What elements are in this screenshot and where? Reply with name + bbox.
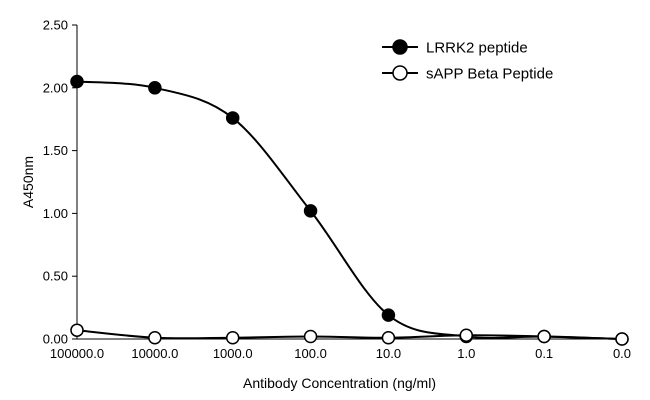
data-point	[70, 323, 84, 337]
y-tick-label: 0.00	[43, 332, 68, 347]
data-point	[303, 204, 318, 218]
legend-item: sAPP Beta Peptide	[382, 65, 553, 83]
legend-label: LRRK2 peptide	[426, 40, 528, 57]
data-point	[148, 81, 162, 95]
legend-marker	[392, 65, 408, 81]
data-point	[381, 308, 396, 322]
y-tick-label: 1.50	[43, 143, 68, 158]
data-point	[615, 332, 629, 346]
y-tick-label: 1.00	[43, 206, 68, 221]
data-point	[70, 74, 84, 89]
data-point	[303, 329, 318, 344]
legend-label: sAPP Beta Peptide	[426, 66, 553, 83]
series-1	[70, 74, 629, 346]
y-ticks: 0.00 0.50 1.00 1.50 2.00 2.50	[43, 18, 77, 347]
x-tick-label: 1000.0	[213, 346, 253, 361]
x-tick-label: 100.0	[294, 346, 327, 361]
series-line	[76, 329, 623, 340]
x-tick-label: 0.0	[613, 346, 631, 361]
y-tick-label: 2.00	[43, 80, 68, 95]
data-point	[459, 328, 474, 342]
x-tick-label: 100000.0	[50, 346, 104, 361]
legend-item: LRRK2 peptide	[382, 39, 528, 57]
x-tick-label: 10000.0	[131, 346, 178, 361]
x-tick-label: 1.0	[457, 346, 475, 361]
y-tick-label: 0.50	[43, 269, 68, 284]
x-tick-label: 10.0	[376, 346, 401, 361]
data-point	[225, 111, 240, 125]
y-axis-title: A450nm	[20, 156, 36, 208]
series-2	[70, 323, 629, 346]
legend-marker	[392, 39, 408, 55]
data-point	[148, 330, 162, 345]
x-tick-label: 0.1	[535, 346, 553, 361]
data-point	[537, 329, 551, 344]
x-axis-title: Antibody Concentration (ng/ml)	[243, 375, 436, 391]
data-point	[381, 330, 396, 345]
y-tick-label: 2.50	[43, 18, 68, 33]
data-point	[225, 330, 240, 345]
series-layer	[70, 74, 629, 346]
series-line	[76, 80, 623, 340]
legend: LRRK2 peptide sAPP Beta Peptide	[382, 39, 553, 83]
x-ticks: 100000.0 10000.0 1000.0 100.0 10.0 1.0 0.1 0.0	[50, 346, 631, 361]
